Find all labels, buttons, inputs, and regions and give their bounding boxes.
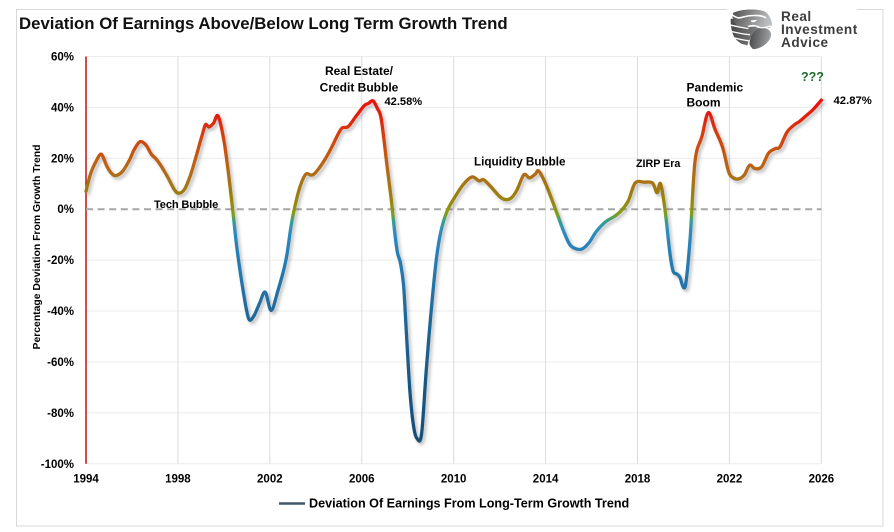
svg-text:Credit Bubble: Credit Bubble (320, 81, 399, 95)
svg-text:1998: 1998 (165, 474, 191, 486)
svg-text:Deviation Of Earnings Above/Be: Deviation Of Earnings Above/Below Long T… (19, 14, 508, 33)
svg-text:Percentage Deviation From Grow: Percentage Deviation From Growth Trend (32, 145, 43, 350)
svg-text:42.87%: 42.87% (834, 95, 872, 107)
svg-text:2014: 2014 (533, 474, 559, 486)
svg-text:-80%: -80% (47, 408, 74, 420)
svg-text:2006: 2006 (349, 474, 375, 486)
svg-text:20%: 20% (51, 153, 74, 165)
svg-text:Deviation Of Earnings From Lon: Deviation Of Earnings From Long-Term Gro… (309, 497, 629, 511)
svg-text:42.58%: 42.58% (385, 96, 423, 108)
svg-text:2022: 2022 (717, 474, 743, 486)
svg-text:Pandemic: Pandemic (687, 81, 744, 95)
svg-text:2002: 2002 (257, 474, 283, 486)
svg-text:Tech Bubble: Tech Bubble (154, 199, 218, 211)
svg-text:Investment: Investment (781, 22, 858, 37)
svg-text:-100%: -100% (41, 459, 74, 471)
svg-text:Advice: Advice (781, 35, 829, 50)
svg-text:1994: 1994 (73, 474, 99, 486)
svg-text:40%: 40% (51, 102, 74, 114)
svg-text:0%: 0% (57, 204, 74, 216)
svg-text:Real: Real (781, 9, 812, 24)
svg-text:-40%: -40% (47, 306, 74, 318)
svg-text:2026: 2026 (809, 474, 835, 486)
svg-text:2018: 2018 (625, 474, 651, 486)
svg-text:???: ??? (801, 70, 824, 84)
svg-text:Liquidity Bubble: Liquidity Bubble (474, 156, 566, 169)
svg-text:-60%: -60% (47, 357, 74, 369)
svg-text:Real Estate/: Real Estate/ (325, 64, 394, 78)
svg-text:2010: 2010 (441, 474, 467, 486)
svg-text:Boom: Boom (687, 96, 721, 110)
svg-text:ZIRP Era: ZIRP Era (636, 158, 681, 170)
svg-text:60%: 60% (51, 51, 74, 63)
svg-text:-20%: -20% (47, 255, 74, 267)
